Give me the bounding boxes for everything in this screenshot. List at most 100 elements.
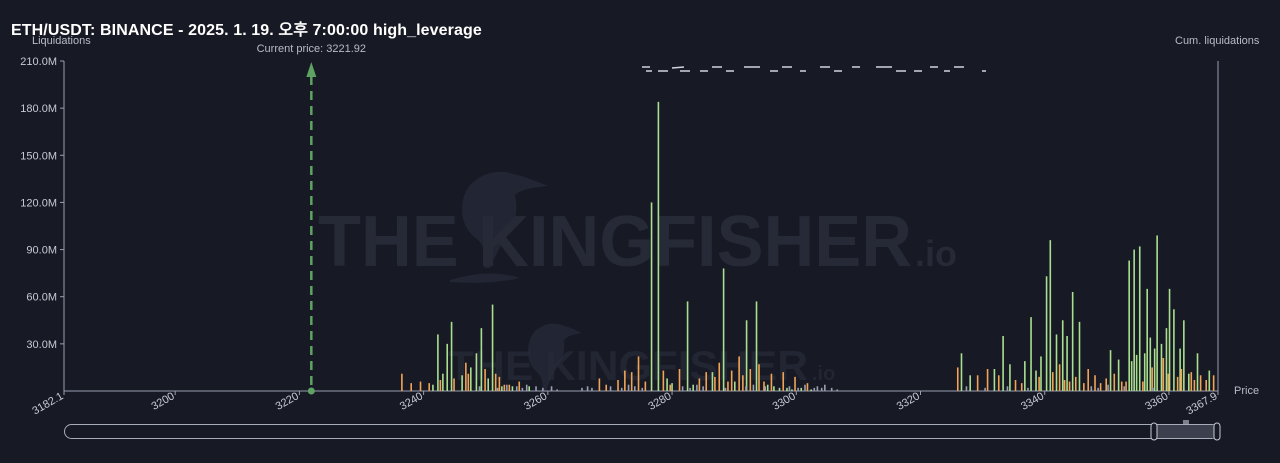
y-tick-label: 90.0M xyxy=(26,245,57,257)
range-slider-grip-icon[interactable] xyxy=(1183,420,1189,424)
liquidation-bar xyxy=(624,370,626,391)
range-slider-track[interactable] xyxy=(64,424,1219,439)
liquidation-bar xyxy=(1061,320,1064,391)
liquidation-bar xyxy=(689,387,691,391)
liquidation-bar xyxy=(637,356,640,391)
watermark-brand: THE KINGFISHER xyxy=(318,202,912,282)
x-axis-label: Price xyxy=(1234,385,1259,397)
liquidation-bar xyxy=(461,375,463,391)
y-tick-label: 30.0M xyxy=(26,339,57,351)
liquidation-bar xyxy=(491,304,494,391)
liquidation-bar xyxy=(1066,336,1068,391)
liquidation-bar xyxy=(586,386,589,391)
liquidation-bar xyxy=(439,380,442,391)
liquidation-bars xyxy=(401,101,1215,392)
liquidation-bar xyxy=(1168,288,1171,391)
liquidation-bar xyxy=(806,383,809,391)
watermark: THE KINGFISHER .io THE KINGFISHER .io xyxy=(318,171,957,392)
range-slider-selection[interactable] xyxy=(1155,425,1218,438)
liquidation-bar xyxy=(1051,372,1054,391)
liquidation-bar xyxy=(620,387,623,391)
liquidation-bar xyxy=(711,372,714,391)
liquidation-bar xyxy=(535,386,537,391)
liquidation-bar xyxy=(627,384,630,391)
liquidation-bar xyxy=(1151,367,1153,391)
liquidation-bar xyxy=(778,387,781,391)
liquidation-bar xyxy=(432,384,434,391)
liquidation-bar xyxy=(1151,387,1154,391)
liquidation-bar xyxy=(696,384,698,391)
liquidation-bar xyxy=(617,380,619,391)
liquidation-bar xyxy=(786,387,788,391)
liquidation-bar xyxy=(419,381,422,391)
liquidation-bar xyxy=(450,321,453,391)
liquidation-bar xyxy=(791,389,793,391)
x-axis-ticks: 3182.1 3200 3220 3240 3260 3280 3300 3320 3340 33… xyxy=(30,390,1219,417)
liquidation-bar xyxy=(745,320,748,391)
liquidation-bar xyxy=(669,384,671,391)
y-tick-label: 210.0M xyxy=(20,56,57,68)
liquidation-bar xyxy=(630,372,633,391)
liquidation-bar xyxy=(650,202,653,391)
liquidation-bar xyxy=(498,376,501,391)
range-slider-right-handle[interactable] xyxy=(1213,422,1221,441)
liquidation-bar xyxy=(724,387,727,391)
liquidation-bar xyxy=(1006,386,1009,391)
liquidation-bar xyxy=(1113,373,1116,391)
liquidation-bar xyxy=(465,362,467,391)
liquidation-bar xyxy=(1205,380,1207,391)
liquidation-bar xyxy=(1087,369,1089,391)
liquidation-bar xyxy=(1027,387,1029,391)
liquidation-bar xyxy=(1049,240,1052,391)
liquidation-bar xyxy=(1035,370,1037,391)
liquidation-bar xyxy=(598,378,601,391)
liquidation-bar xyxy=(1045,276,1048,391)
liquidation-bar xyxy=(496,387,499,391)
liquidation-bar xyxy=(475,353,478,391)
liquidation-bar xyxy=(755,301,758,391)
liquidation-bar xyxy=(965,386,968,391)
liquidation-bar xyxy=(1180,369,1183,391)
range-slider[interactable] xyxy=(64,420,1221,441)
liquidation-bar xyxy=(718,362,721,391)
liquidation-bar xyxy=(487,378,490,391)
liquidation-bar xyxy=(1143,353,1146,391)
liquidation-bar xyxy=(686,301,689,391)
liquidation-bar xyxy=(508,384,511,391)
liquidation-bar xyxy=(1196,353,1199,391)
liquidation-bar xyxy=(1130,361,1133,391)
liquidation-bar xyxy=(1063,380,1066,391)
liquidation-bar xyxy=(1135,354,1138,391)
range-slider-left-handle[interactable] xyxy=(1150,422,1158,441)
y2-axis-label: Cum. liquidations xyxy=(1175,35,1260,47)
liquidation-bar xyxy=(1123,386,1126,391)
liquidation-bar xyxy=(609,386,612,391)
liquidation-bar xyxy=(1160,343,1163,391)
liquidation-bar xyxy=(1040,356,1042,391)
liquidation-bar xyxy=(797,387,799,391)
liquidation-bar xyxy=(591,387,593,391)
watermark-suffix: .io xyxy=(915,233,957,274)
liquidation-bar xyxy=(742,375,744,391)
x-tick-label: 3300 xyxy=(771,390,798,413)
liquidation-bar xyxy=(605,384,608,391)
liquidation-bar xyxy=(1055,334,1058,391)
liquidation-bar xyxy=(764,386,767,391)
liquidation-bar xyxy=(480,328,483,391)
liquidation-bar xyxy=(401,373,403,391)
liquidation-bar xyxy=(782,372,785,391)
y-tick-label: 60.0M xyxy=(26,292,57,304)
y-axis-ticks: 210.0M 180.0M 150.0M 120.0M 90.0M 60.0M 30.0M xyxy=(20,56,64,351)
liquidation-bar xyxy=(1208,370,1211,391)
liquidation-bar xyxy=(1038,376,1040,391)
liquidation-bar xyxy=(816,386,819,391)
liquidation-bar xyxy=(752,384,755,391)
liquidation-bar xyxy=(830,387,833,391)
liquidation-bar xyxy=(1193,380,1196,391)
liquidation-bar xyxy=(1167,373,1170,391)
liquidation-bar xyxy=(681,386,684,391)
x-tick-label: 3280 xyxy=(646,390,673,413)
liquidation-bar xyxy=(671,383,673,391)
liquidation-bar xyxy=(976,375,979,391)
chart-title: ETH/USDT: BINANCE - 2025. 1. 19. 오후 7:00… xyxy=(11,22,482,39)
